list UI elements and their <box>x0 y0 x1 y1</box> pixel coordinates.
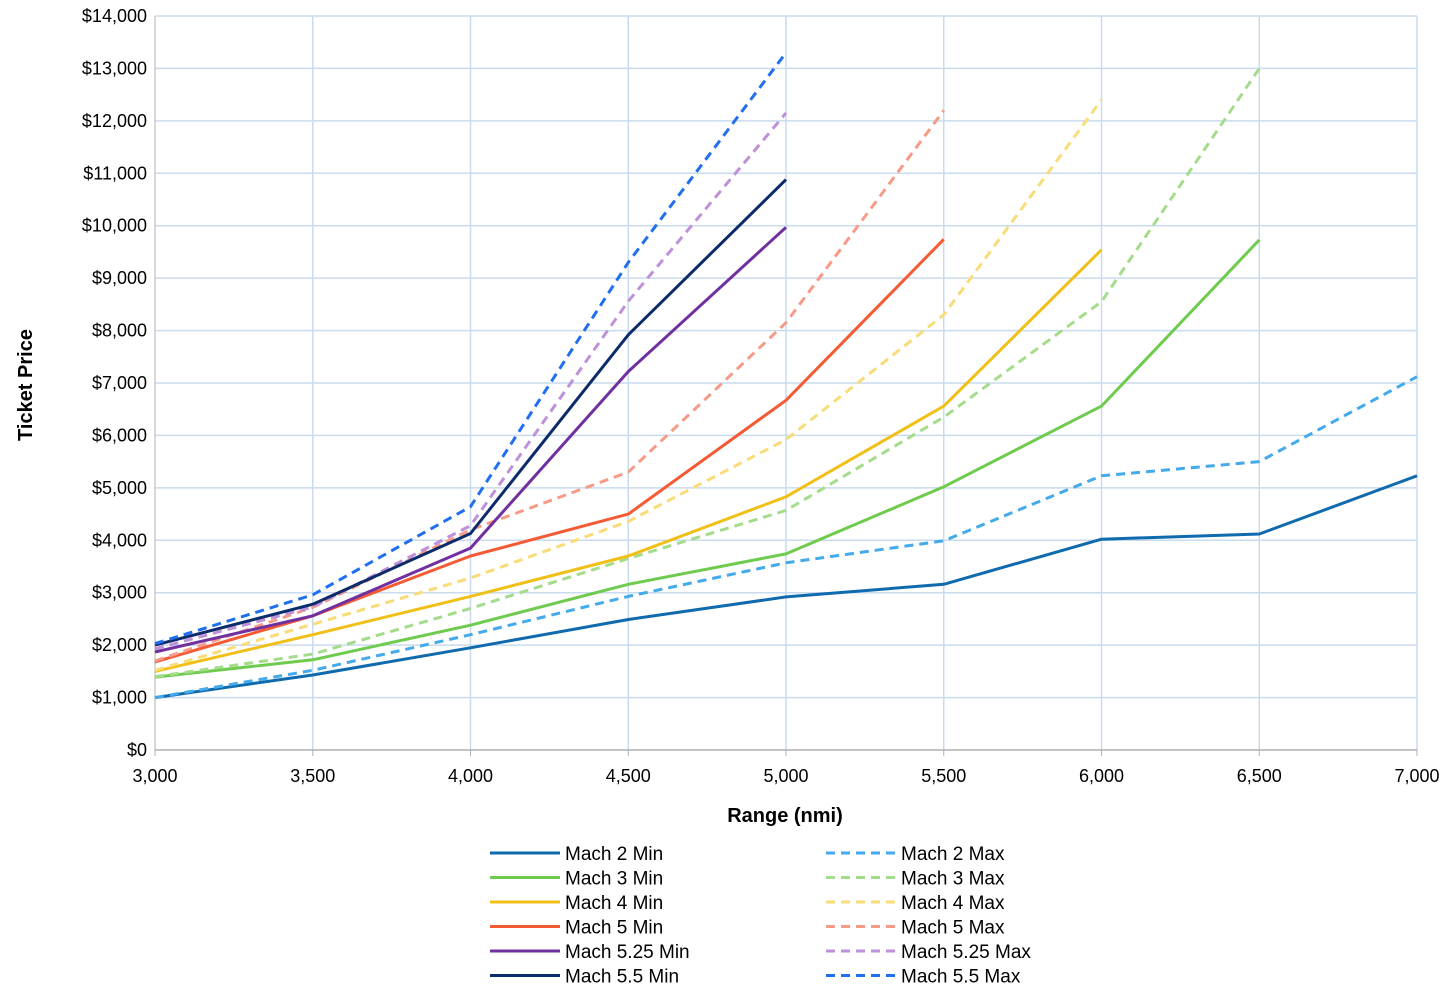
legend-item: Mach 5.5 Max <box>826 967 1021 984</box>
legend-item: Mach 5 Min <box>490 918 663 939</box>
y-tick-label: $10,000 <box>82 216 147 236</box>
legend-label: Mach 2 Min <box>565 844 663 865</box>
legend-label: Mach 5 Max <box>901 918 1005 939</box>
x-tick-label: 4,500 <box>606 766 651 786</box>
y-tick-label: $0 <box>127 740 147 760</box>
y-tick-label: $2,000 <box>92 635 147 655</box>
series-line-mach-5-5-max <box>154 51 788 646</box>
y-tick-label: $3,000 <box>92 583 147 603</box>
legend-label: Mach 5.5 Min <box>565 967 679 984</box>
y-axis-ticks: $0 $1,000 $2,000 $3,000 $4,000 $5,000 $6,000 $7… <box>82 6 147 760</box>
series-line-mach-5-25-min <box>154 226 788 654</box>
legend-label: Mach 2 Max <box>901 844 1005 865</box>
legend-item: Mach 5.25 Max <box>826 942 1031 963</box>
y-tick-label: $4,000 <box>92 530 147 550</box>
legend-label: Mach 3 Max <box>901 869 1005 890</box>
legend-item: Mach 5.5 Min <box>490 967 679 984</box>
y-tick-label: $6,000 <box>92 425 147 445</box>
y-tick-label: $11,000 <box>83 163 147 183</box>
y-tick-label: $7,000 <box>92 373 147 393</box>
x-tick-label: 3,500 <box>290 766 335 786</box>
legend-item: Mach 5.25 Min <box>490 942 690 963</box>
legend-item: Mach 5 Max <box>826 918 1005 939</box>
x-axis-title: Range (nmi) <box>727 805 843 827</box>
legend-label: Mach 4 Max <box>901 893 1005 914</box>
series-line-mach-4-max <box>154 99 1103 672</box>
x-tick-label: 5,000 <box>763 766 808 786</box>
y-tick-label: $14,000 <box>82 6 147 26</box>
series-line-mach-5-5-min <box>154 178 788 647</box>
series-line-mach-2-max <box>154 375 1418 700</box>
y-tick-label: $5,000 <box>92 478 147 498</box>
series-line-mach-2-min <box>154 474 1418 700</box>
series-line-mach-5-25-max <box>154 112 788 651</box>
legend-label: Mach 5.25 Min <box>565 942 690 963</box>
x-tick-label: 7,000 <box>1394 766 1439 786</box>
y-tick-label: $12,000 <box>82 111 147 131</box>
x-tick-label: 4,000 <box>448 766 493 786</box>
grid-lines <box>154 15 1418 756</box>
legend-item: Mach 4 Max <box>826 893 1005 914</box>
series-line-mach-3-min <box>154 238 1261 679</box>
legend-item: Mach 3 Max <box>826 869 1005 890</box>
y-tick-label: $8,000 <box>92 321 147 341</box>
series-line-mach-4-min <box>154 248 1103 673</box>
legend: Mach 2 Min Mach 2 Max Mach 3 Min Mach 3 Max… <box>490 844 1031 984</box>
x-tick-label: 6,000 <box>1079 766 1124 786</box>
x-tick-label: 5,500 <box>921 766 966 786</box>
y-tick-label: $9,000 <box>92 268 147 288</box>
y-tick-label: $13,000 <box>82 58 147 78</box>
legend-label: Mach 5.25 Max <box>901 942 1031 963</box>
x-axis-ticks: 3,000 3,500 4,000 4,500 5,000 5,500 6,000 6,500… <box>132 766 1439 786</box>
legend-item: Mach 2 Min <box>490 844 663 865</box>
legend-item: Mach 3 Min <box>490 869 663 890</box>
series-line-mach-5-max <box>154 109 946 663</box>
y-tick-label: $1,000 <box>92 688 147 708</box>
legend-label: Mach 4 Min <box>565 893 663 914</box>
legend-item: Mach 2 Max <box>826 844 1005 865</box>
legend-label: Mach 3 Min <box>565 869 663 890</box>
y-axis-title: Ticket Price <box>15 329 37 441</box>
series-line-mach-3-max <box>154 67 1261 679</box>
legend-label: Mach 5 Min <box>565 918 663 939</box>
series-lines <box>154 51 1418 700</box>
x-tick-label: 6,500 <box>1237 766 1282 786</box>
legend-item: Mach 4 Min <box>490 893 663 914</box>
series-line-mach-5-min <box>154 238 945 664</box>
x-tick-label: 3,000 <box>132 766 177 786</box>
legend-label: Mach 5.5 Max <box>901 967 1021 984</box>
